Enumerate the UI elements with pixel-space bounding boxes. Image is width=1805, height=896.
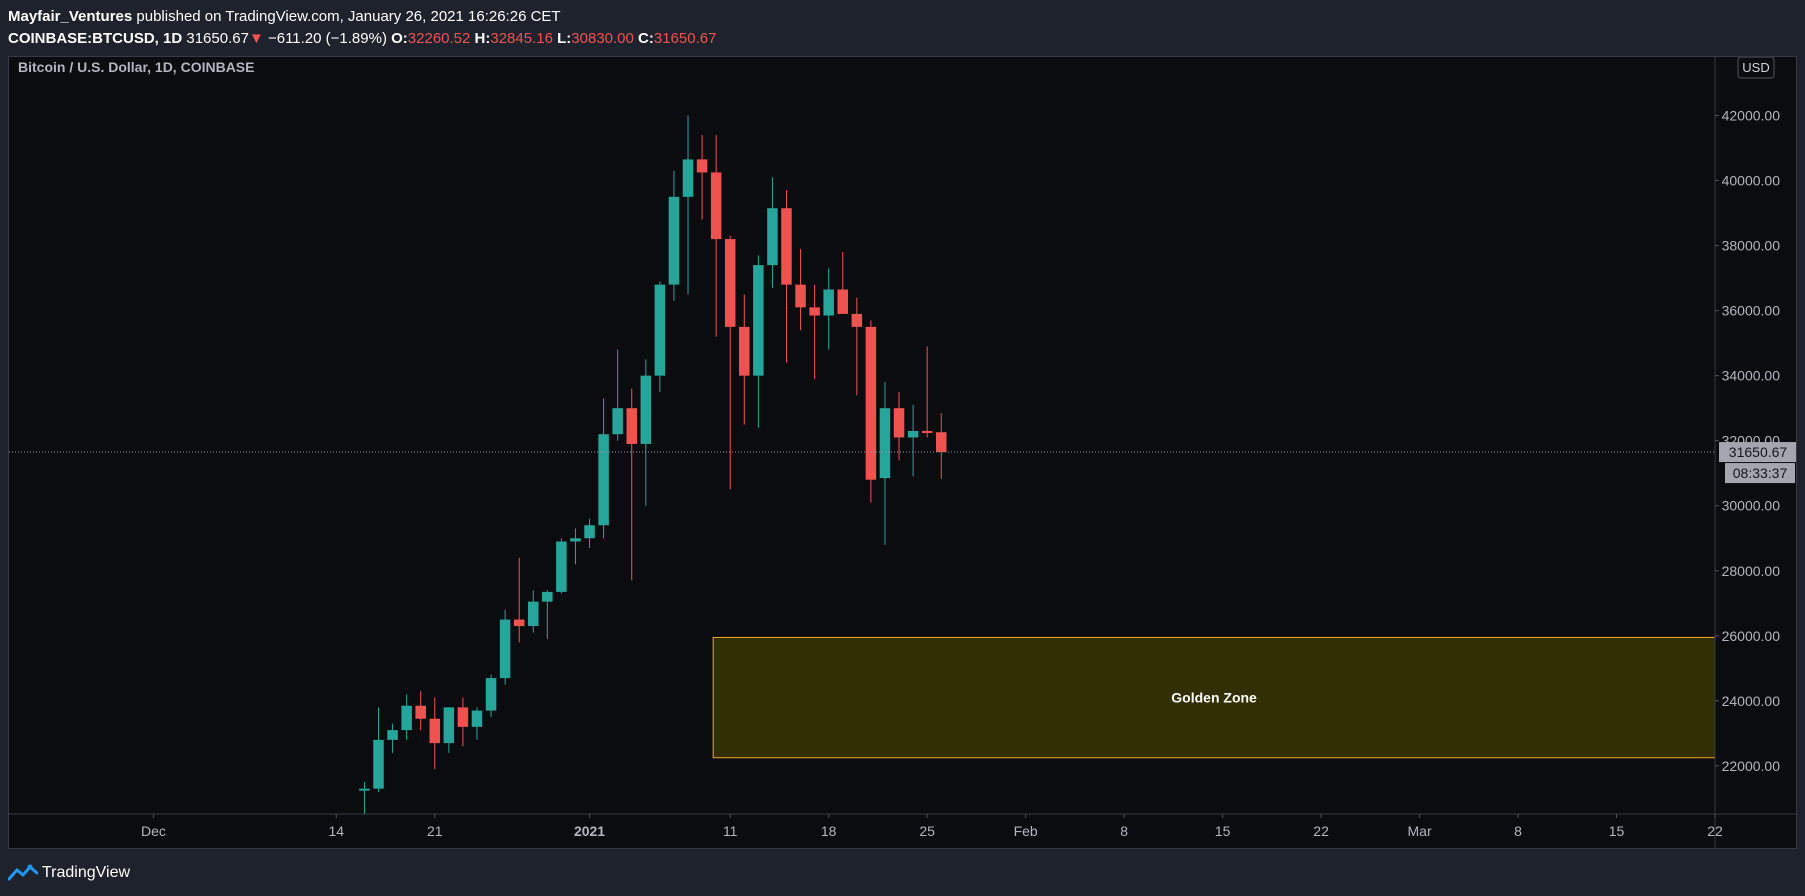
currency-button[interactable] [1737, 56, 1775, 79]
candle-body [682, 159, 694, 197]
candle-body [401, 705, 412, 731]
x-tick-label: 18 [821, 823, 837, 839]
candle-body [612, 408, 623, 435]
candle-body [499, 619, 511, 679]
high-label: H: [474, 30, 491, 47]
candle-body [668, 196, 680, 285]
open-label: O: [391, 30, 408, 47]
x-tick-label: Feb [1014, 823, 1038, 839]
candle-body [823, 289, 834, 316]
low-value: 30830.00 [571, 30, 634, 47]
close-label: C: [638, 30, 654, 47]
high-value: 32845.16 [490, 30, 553, 47]
candle-body [837, 289, 849, 314]
candle-body [935, 432, 947, 453]
candle-body [485, 678, 497, 711]
candle-body [654, 284, 666, 376]
publish-info: published on TradingView.com, January 26… [136, 8, 561, 25]
candle-body [542, 591, 553, 602]
candle-body [584, 525, 595, 539]
chart-frame[interactable]: Golden Zone 22000.00 24000.00 26000.00 2800… [8, 56, 1797, 849]
candle-body [570, 538, 581, 542]
down-arrow-icon: ▼ [248, 30, 264, 47]
candle-body [696, 159, 708, 173]
footer: TradingView [8, 860, 130, 886]
open-value: 32260.52 [407, 30, 471, 47]
y-tick-label: 38000.00 [1722, 238, 1781, 254]
candle-body [457, 707, 469, 727]
x-tick-label: 25 [919, 823, 935, 839]
candle-body [626, 408, 637, 444]
candle-body [893, 408, 905, 438]
candle-body [809, 307, 820, 316]
low-label: L: [557, 30, 572, 47]
candle-body [907, 430, 919, 438]
x-tick-label: 2021 [574, 823, 605, 839]
candle-body [795, 284, 806, 308]
candle-body [471, 710, 483, 727]
candle-body [359, 788, 370, 791]
candle-body [415, 705, 426, 719]
x-tick-label: 11 [723, 823, 738, 839]
symbol-name: COINBASE:BTCUSD, 1D [8, 30, 183, 47]
x-tick-label: Dec [141, 823, 166, 839]
x-tick-label: 22 [1313, 823, 1329, 839]
y-tick-label: 22000.00 [1722, 758, 1781, 774]
candle-body [724, 239, 736, 327]
x-tick-label: 15 [1215, 823, 1231, 839]
countdown-tag-label: 08:33:37 [1733, 465, 1788, 481]
candle-body [598, 434, 609, 526]
y-tick-label: 36000.00 [1722, 303, 1781, 319]
chart-header: Mayfair_Ventures published on TradingVie… [8, 6, 716, 50]
currency-label: USD [1742, 60, 1769, 75]
y-tick-label: 42000.00 [1722, 108, 1781, 124]
countdown-tag [1725, 463, 1795, 484]
publish-line: Mayfair_Ventures published on TradingVie… [8, 6, 716, 28]
x-tick-label: 14 [329, 823, 345, 839]
candle-body [513, 619, 525, 627]
candle-body [753, 265, 764, 376]
x-tick-label: 21 [427, 823, 443, 839]
pane-title: Bitcoin / U.S. Dollar, 1D, COINBASE [18, 59, 254, 75]
candle-body [865, 326, 877, 480]
candle-body [528, 601, 539, 627]
candle-body [443, 707, 455, 744]
publisher-name[interactable]: Mayfair_Ventures [8, 8, 133, 25]
last-price-tag-label: 31650.67 [1729, 444, 1788, 460]
candle-body [767, 208, 778, 266]
candle-body [710, 172, 722, 240]
y-tick-label: 34000.00 [1722, 368, 1781, 384]
x-tick-label: Mar [1408, 823, 1432, 839]
candlestick-chart[interactable]: Golden Zone 22000.00 24000.00 26000.00 2800… [9, 56, 1797, 848]
x-tick-label: 8 [1120, 823, 1128, 839]
candle-body [851, 313, 863, 327]
y-tick-label: 28000.00 [1722, 563, 1781, 579]
y-tick-label: 30000.00 [1722, 498, 1781, 514]
candle-body [739, 326, 750, 376]
candle-body [879, 408, 891, 479]
candle-body [640, 375, 652, 444]
close-value: 31650.67 [653, 30, 717, 47]
x-tick-label: 22 [1707, 823, 1723, 839]
candle-body [373, 739, 384, 789]
y-tick-label: 26000.00 [1722, 628, 1781, 644]
candle-body [429, 718, 441, 744]
last-price-tag [1719, 442, 1797, 463]
golden-zone-label: Golden Zone [1171, 690, 1257, 706]
candle-body [387, 730, 398, 740]
last-price: 31650.67 [186, 30, 249, 47]
candle-body [781, 208, 792, 285]
y-tick-label: 24000.00 [1722, 693, 1781, 709]
candle-body [921, 430, 933, 433]
x-tick-label: 8 [1514, 823, 1522, 839]
brand-name[interactable]: TradingView [42, 864, 131, 881]
golden-zone-rectangle [712, 636, 1716, 759]
tradingview-logo-icon [8, 864, 38, 881]
y-tick-label: 40000.00 [1722, 173, 1781, 189]
candle-body [556, 541, 567, 592]
symbol-line: COINBASE:BTCUSD, 1D 31650.67▼ −611.20 (−… [8, 28, 716, 50]
x-tick-label: 15 [1609, 823, 1625, 839]
price-change: −611.20 (−1.89%) [267, 30, 387, 47]
